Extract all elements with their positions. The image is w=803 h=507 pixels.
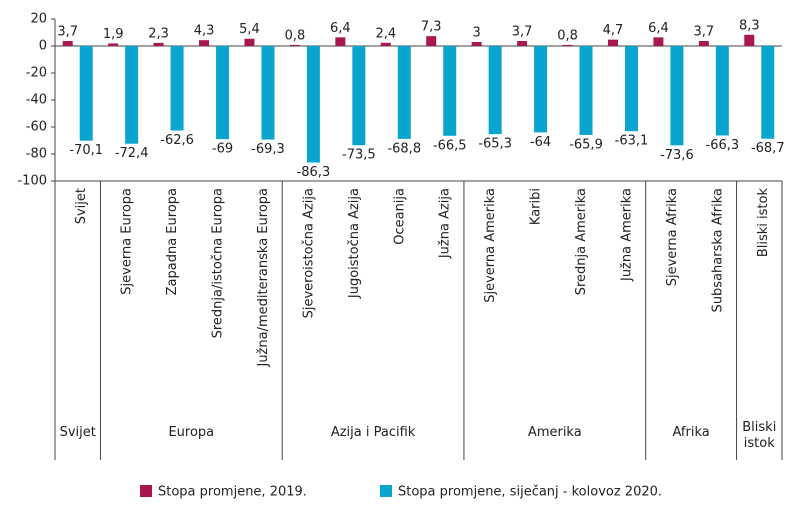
x-tick-label: Subsaharska Afrika (710, 188, 725, 312)
data-label: -62,6 (160, 133, 194, 148)
data-label: -65,9 (569, 137, 603, 152)
x-tick-label: Sjeverna Europa (120, 188, 135, 295)
x-tick-label: Sjeveroistočna Azija (301, 188, 316, 318)
data-label: 8,3 (739, 18, 760, 33)
data-label: -68,8 (387, 141, 421, 156)
bar (715, 46, 729, 136)
data-label: 4,7 (603, 23, 624, 38)
bar (244, 38, 255, 46)
bar (607, 39, 618, 46)
bar (306, 46, 320, 163)
bar (199, 40, 210, 46)
x-tick-label: Svijet (74, 188, 89, 224)
data-label: 3,7 (694, 25, 715, 40)
legend-swatch (140, 485, 152, 497)
x-tick-label: Bliski istok (756, 188, 771, 258)
y-tick-label: -40 (26, 93, 47, 108)
y-tick-label: -80 (26, 147, 47, 162)
data-label: -70,1 (69, 143, 103, 158)
x-tick-label: Karibi (529, 188, 544, 225)
x-tick-label: Zapadna Europa (165, 188, 180, 295)
bar (426, 36, 437, 46)
data-label: -65,3 (478, 137, 512, 152)
data-label: 0,8 (557, 28, 578, 43)
bar (471, 41, 482, 46)
data-label: -66,5 (433, 138, 467, 153)
group-label: Amerika (527, 425, 582, 440)
data-label: 5,4 (239, 22, 260, 37)
data-label: -63,1 (615, 134, 649, 149)
data-label: 3,7 (512, 25, 533, 40)
data-label: -73,5 (342, 148, 376, 163)
bar (562, 44, 573, 46)
legend-label: Stopa promjene, siječanj - kolovoz 2020. (398, 485, 662, 500)
data-label: -73,6 (660, 148, 694, 163)
bar (216, 46, 230, 140)
bar (698, 41, 709, 46)
x-tick-label: Južna/mediteranska Europa (256, 188, 271, 368)
x-tick-label: Oceanija (392, 188, 407, 245)
bar (153, 42, 164, 46)
bar (534, 46, 548, 133)
data-label: -68,7 (751, 141, 785, 156)
bar (352, 46, 366, 146)
data-label: -72,4 (115, 146, 149, 161)
bar (380, 42, 391, 46)
bar (335, 37, 346, 46)
x-tick-label: Sjeverna Afrika (665, 188, 680, 286)
legend-label: Stopa promjene, 2019. (158, 485, 307, 500)
bar (79, 46, 93, 141)
data-label: -69,3 (251, 142, 285, 157)
group-label: Azija i Pacifik (330, 425, 416, 440)
data-label: 3,7 (57, 25, 78, 40)
bar (62, 41, 73, 46)
bar (443, 46, 457, 136)
data-label: 4,3 (194, 24, 215, 39)
x-tick-label: Južna Azija (438, 188, 453, 259)
y-tick-label: -100 (17, 174, 47, 189)
bar (108, 43, 119, 46)
data-label: -66,3 (706, 138, 740, 153)
bar (125, 46, 139, 144)
bar (761, 46, 775, 139)
data-label: 2,4 (375, 26, 396, 41)
y-tick-label: -60 (26, 120, 47, 135)
y-tick-label: -20 (26, 66, 47, 81)
data-label: 1,9 (103, 27, 124, 42)
data-label: -64 (530, 135, 551, 150)
bar (653, 37, 664, 46)
x-tick-label: Jugoistočna Azija (347, 188, 362, 299)
bar (170, 46, 184, 131)
y-tick-label: 20 (30, 12, 47, 27)
data-label: 0,8 (285, 28, 306, 43)
x-tick-label: Južna Amerika (619, 188, 634, 282)
x-tick-label: Srednja Amerika (574, 188, 589, 295)
bar (624, 46, 638, 132)
data-label: 7,3 (421, 20, 442, 35)
group-label: Bliski istok (742, 420, 777, 451)
group-label: Europa (168, 425, 215, 440)
data-label: 6,4 (648, 21, 669, 36)
x-tick-label: Srednja/istočna Europa (211, 188, 226, 338)
y-tick-label: 0 (39, 39, 47, 54)
bar (744, 34, 755, 46)
bar (397, 46, 411, 139)
data-label: 6,4 (330, 21, 351, 36)
legend-swatch (380, 485, 392, 497)
data-label: -69 (212, 142, 233, 157)
group-label: Afrika (672, 425, 710, 440)
bar (289, 44, 300, 46)
data-label: 2,3 (148, 26, 169, 41)
x-tick-label: Sjeverna Amerika (483, 188, 498, 303)
data-label: -86,3 (297, 165, 331, 180)
bar (517, 41, 528, 46)
group-label: Svijet (59, 425, 96, 440)
bar (488, 46, 502, 135)
bar (261, 46, 275, 140)
bar (579, 46, 593, 135)
data-label: 3 (473, 25, 481, 40)
bar (670, 46, 684, 146)
